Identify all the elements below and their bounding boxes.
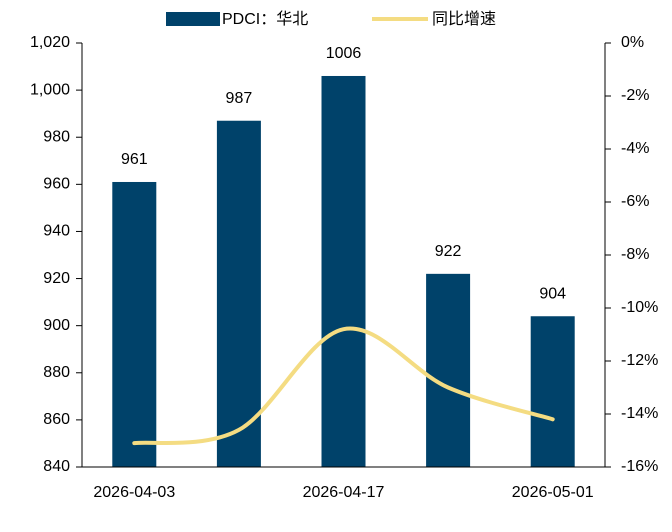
y-tick-label: 920 [43, 270, 70, 287]
y-tick-label: 900 [43, 317, 70, 334]
bar [216, 120, 261, 467]
data-label: 922 [435, 243, 462, 260]
y-tick-label: 880 [43, 364, 70, 381]
bar [530, 316, 575, 467]
data-label: 961 [121, 151, 148, 168]
data-label: 904 [539, 285, 566, 302]
y2-tick-label: -12% [621, 352, 658, 369]
x-tick-label: 2026-04-03 [93, 484, 175, 501]
y2-tick-label: -10% [621, 299, 658, 316]
y2-tick-label: -16% [621, 458, 658, 475]
data-label: 987 [226, 90, 253, 107]
y2-tick-label: -6% [621, 193, 649, 210]
y-tick-label: 960 [43, 176, 70, 193]
y-tick-label: 840 [43, 458, 70, 475]
legend-label: PDCI：华北 [222, 10, 308, 28]
y2-tick-label: 0% [621, 34, 644, 51]
bar [426, 273, 471, 467]
bar [321, 75, 366, 467]
y2-tick-label: -8% [621, 246, 649, 263]
y2-tick-label: -4% [621, 140, 649, 157]
y2-tick-label: -14% [621, 405, 658, 422]
y-tick-label: 1,020 [30, 34, 70, 51]
y2-tick-label: -2% [621, 87, 649, 104]
y-tick-label: 860 [43, 411, 70, 428]
line [132, 326, 555, 446]
y-tick-label: 940 [43, 223, 70, 240]
y-tick-label: 980 [43, 128, 70, 145]
legend-swatch [166, 12, 220, 26]
x-tick-label: 2026-04-17 [303, 484, 385, 501]
x-tick-label: 2026-05-01 [512, 484, 594, 501]
y-tick-label: 1,000 [30, 81, 70, 98]
legend-label: 同比增速 [432, 10, 496, 28]
data-label: 1006 [326, 45, 362, 62]
bar [112, 181, 157, 467]
